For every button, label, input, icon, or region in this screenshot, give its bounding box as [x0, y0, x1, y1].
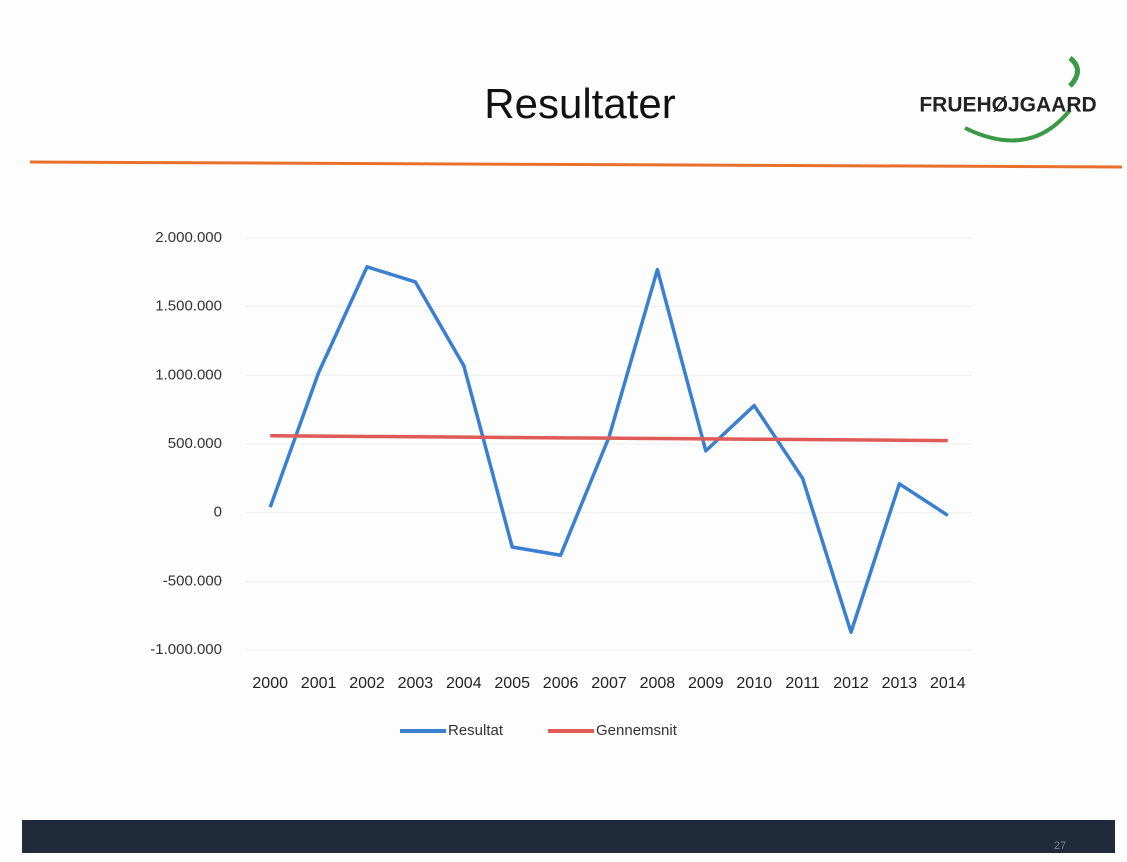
x-tick-label: 2005 — [494, 675, 530, 692]
legend-label: Resultat — [448, 722, 504, 739]
y-tick-label: -500.000 — [163, 572, 222, 589]
x-tick-label: 2004 — [446, 675, 482, 692]
y-tick-label: 1.000.000 — [155, 366, 222, 383]
y-tick-label: 1.500.000 — [155, 298, 222, 315]
x-tick-label: 2001 — [301, 675, 337, 692]
x-tick-label: 2008 — [640, 675, 676, 692]
series-line — [270, 434, 948, 443]
slide-title: Resultater — [484, 80, 675, 127]
x-tick-label: 2006 — [543, 675, 579, 692]
x-tick-label: 2007 — [591, 675, 627, 692]
x-tick-label: 2010 — [736, 675, 772, 692]
y-tick-label: 2.000.000 — [155, 229, 222, 246]
legend-label: Gennemsnit — [596, 722, 678, 739]
x-tick-label: 2012 — [833, 675, 869, 692]
y-tick-label: 0 — [214, 504, 222, 521]
y-tick-label: 500.000 — [168, 435, 222, 452]
x-tick-label: 2000 — [252, 675, 288, 692]
x-tick-label: 2013 — [882, 675, 918, 692]
logo: FRUEHØJGAARD — [919, 94, 1096, 117]
page-number: 27 — [1054, 840, 1066, 852]
x-tick-label: 2014 — [930, 675, 966, 692]
logo-arc — [1068, 56, 1080, 88]
footer-bar — [22, 820, 1115, 853]
logo-arc — [964, 108, 1072, 143]
title-rule — [29, 160, 1123, 169]
y-tick-label: -1.000.000 — [150, 641, 222, 658]
x-tick-label: 2011 — [785, 675, 820, 692]
x-tick-label: 2003 — [398, 675, 434, 692]
x-tick-label: 2009 — [688, 675, 724, 692]
x-tick-label: 2002 — [349, 675, 385, 692]
